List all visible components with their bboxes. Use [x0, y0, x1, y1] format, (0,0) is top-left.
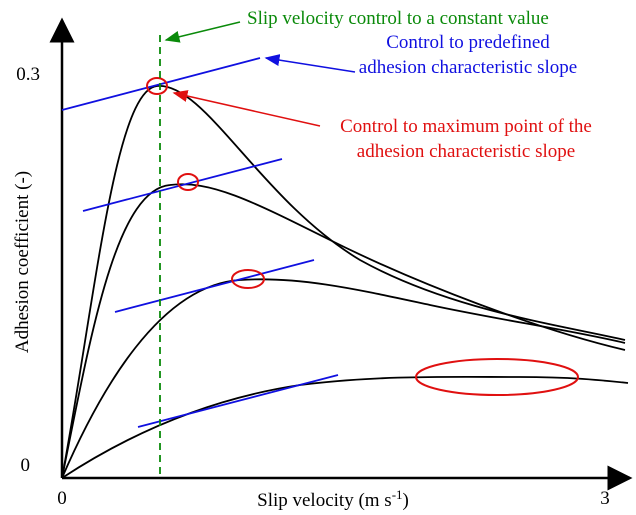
- x-axis-label: Slip velocity (m s-1): [257, 487, 409, 511]
- y-end-label: 0.3: [16, 64, 40, 85]
- ellipse: [231, 269, 265, 289]
- blue-annotation: Control to predefined: [386, 32, 550, 53]
- blue-arrow: [264, 54, 356, 73]
- ellipse: [146, 77, 168, 95]
- ellipse: [415, 358, 579, 396]
- x-label-main: Slip velocity (m s: [257, 490, 392, 511]
- red-annotation: adhesion characteristic slope: [357, 141, 575, 162]
- tangent: [61, 57, 261, 111]
- ellipse: [177, 173, 199, 191]
- tangent: [114, 259, 315, 313]
- curve: [61, 183, 626, 479]
- tangent: [137, 374, 339, 428]
- y-axis-label: Adhesion coefficient (-): [12, 171, 33, 353]
- red-arrow: [172, 90, 321, 127]
- curve: [61, 278, 626, 479]
- curve: [61, 375, 629, 479]
- curve: [61, 85, 626, 479]
- red-annotation: Control to maximum point of the: [340, 116, 592, 137]
- markers: [146, 77, 579, 396]
- tangent: [82, 158, 283, 212]
- x-end-label: 3: [600, 488, 610, 509]
- x-label-close: ): [403, 490, 409, 511]
- tangents: [61, 57, 339, 428]
- x-start-label: 0: [57, 488, 67, 509]
- green-annotation: Slip velocity control to a constant valu…: [247, 8, 549, 29]
- blue-annotation: adhesion characteristic slope: [359, 57, 577, 78]
- y-start-label: 0: [21, 455, 31, 476]
- x-label-sup: -1: [392, 487, 403, 502]
- curves: [61, 85, 629, 479]
- green-arrow: [164, 21, 241, 43]
